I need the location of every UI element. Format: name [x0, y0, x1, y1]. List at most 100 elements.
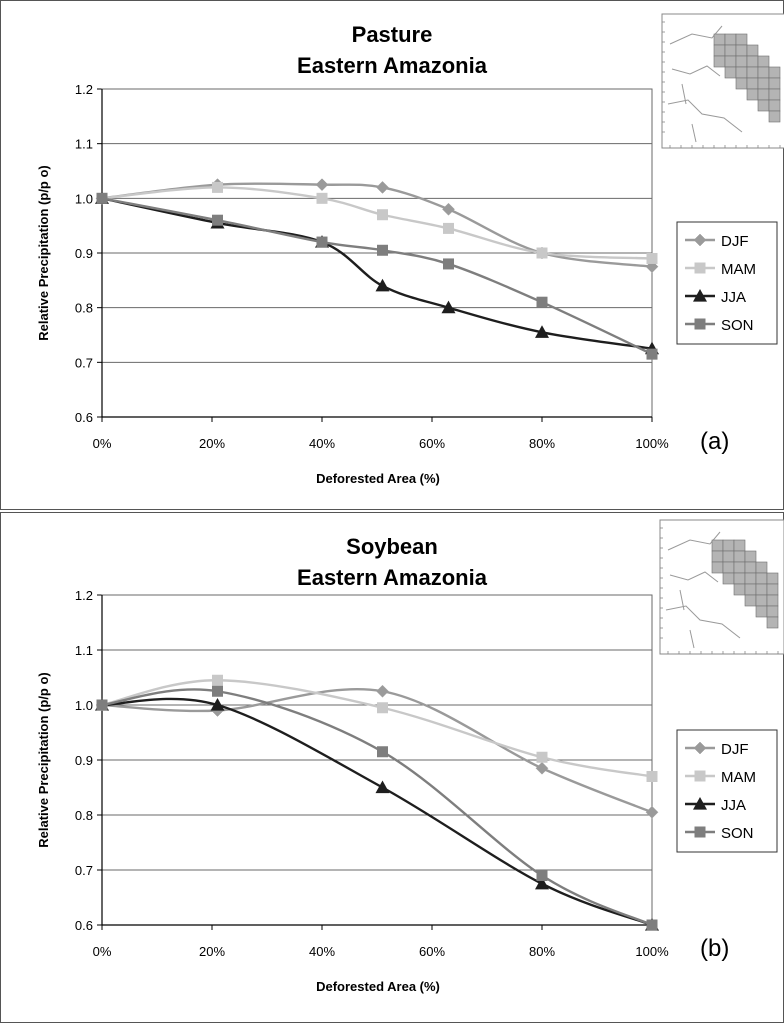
map-deforested-cell	[711, 550, 724, 563]
map-deforested-cell	[724, 44, 737, 57]
data-point-jja	[375, 780, 390, 794]
map-deforested-cell	[755, 605, 768, 618]
chart-title: Soybean	[346, 534, 438, 559]
map-deforested-cell	[746, 77, 759, 90]
data-point-djf	[645, 805, 659, 819]
map-deforested-cell	[733, 561, 746, 574]
data-point-son	[646, 919, 658, 931]
data-point-son	[316, 236, 328, 248]
x-tick-label: 60%	[419, 944, 445, 959]
map-deforested-cell	[733, 572, 746, 585]
data-point-jja	[375, 278, 390, 292]
map-deforested-cell	[722, 539, 735, 552]
map-deforested-cell	[757, 55, 770, 68]
x-tick-label: 100%	[635, 436, 669, 451]
map-border-line	[669, 25, 723, 45]
map-deforested-cell	[768, 77, 781, 90]
legend-label-jja: JJA	[721, 289, 746, 306]
x-tick-label: 0%	[93, 436, 112, 451]
map-border-line	[681, 83, 687, 105]
legend-label-djf: DJF	[721, 741, 749, 758]
legend-marker-jja	[693, 797, 707, 810]
data-point-mam	[646, 771, 658, 782]
y-tick-label: 0.9	[75, 753, 93, 768]
map-deforested-cell	[766, 594, 779, 607]
map-border-line	[691, 123, 697, 143]
map-deforested-cell	[711, 539, 724, 552]
data-point-mam	[443, 222, 454, 234]
x-tick-label: 100%	[635, 944, 669, 959]
x-tick-label: 40%	[309, 436, 335, 451]
y-tick-label: 0.7	[75, 355, 93, 370]
legend-marker-son	[694, 826, 706, 838]
legend-marker-son	[694, 318, 706, 330]
panel-label: (b)	[700, 935, 729, 962]
map-deforested-cell	[735, 77, 748, 90]
data-point-son	[377, 244, 388, 256]
legend-label-djf: DJF	[721, 233, 749, 250]
data-point-mam	[316, 192, 328, 204]
data-point-son	[96, 192, 108, 204]
y-axis-label: Relative Precipitation (p/p o)	[36, 672, 51, 848]
chart-panel-a: Pasture Eastern Amazonia 0.6 0.7 0.8 0.9 1.0 1.…	[0, 0, 784, 510]
x-tick-label: 20%	[199, 436, 225, 451]
data-point-son	[212, 214, 223, 226]
data-point-son	[646, 348, 658, 360]
map-deforested-cell	[755, 583, 768, 596]
map-deforested-cell	[768, 110, 781, 123]
map-deforested-cell	[711, 561, 724, 574]
map-deforested-cell	[733, 583, 746, 596]
data-point-jja	[441, 300, 456, 314]
map-border-line	[671, 65, 721, 77]
legend-marker-djf	[693, 233, 707, 247]
map-deforested-cell	[713, 44, 726, 57]
map-deforested-cell	[744, 594, 757, 607]
map-deforested-cell	[733, 539, 746, 552]
x-tick-label: 40%	[309, 944, 335, 959]
panel-frame	[0, 512, 784, 1023]
data-point-son	[96, 699, 108, 711]
data-point-jja	[535, 876, 549, 890]
map-deforested-cell	[735, 55, 748, 68]
data-point-mam	[212, 181, 223, 193]
data-point-mam	[377, 209, 388, 221]
y-tick-label: 1.0	[75, 191, 93, 206]
map-deforested-cell	[724, 55, 737, 68]
x-axis-label: Deforested Area (%)	[316, 979, 440, 994]
map-border-line	[667, 99, 743, 133]
map-deforested-cell	[735, 33, 748, 46]
map-deforested-cell	[766, 616, 779, 629]
legend-label-son: SON	[721, 317, 754, 334]
data-point-djf	[315, 178, 329, 192]
map-deforested-cell	[713, 33, 726, 46]
data-point-mam	[212, 674, 223, 686]
data-point-mam	[646, 252, 658, 264]
legend-label-mam: MAM	[721, 769, 756, 786]
data-point-djf	[535, 761, 549, 775]
map-deforested-cell	[768, 99, 781, 112]
panel-label: (a)	[700, 428, 729, 455]
map-deforested-cell	[746, 66, 759, 79]
legend-label-jja: JJA	[721, 797, 746, 814]
map-border-line	[667, 531, 721, 551]
x-tick-label: 0%	[93, 944, 112, 959]
map-deforested-cell	[757, 99, 770, 112]
map-deforested-cell	[744, 583, 757, 596]
map-border-line	[679, 589, 685, 611]
data-point-djf	[442, 202, 455, 216]
map-border-line	[689, 629, 695, 649]
y-tick-label: 1.1	[75, 643, 93, 658]
y-tick-label: 1.0	[75, 698, 93, 713]
legend-label-mam: MAM	[721, 261, 756, 278]
chart-panel-b: Soybean Eastern Amazonia 0.6 0.7 0.8 0.9 1.0 1.…	[0, 512, 784, 1023]
map-deforested-cell	[722, 572, 735, 585]
map-deforested-cell	[766, 583, 779, 596]
y-axis-label: Relative Precipitation (p/p o)	[36, 165, 51, 341]
y-tick-label: 0.8	[75, 808, 93, 823]
map-deforested-cell	[755, 572, 768, 585]
x-tick-label: 80%	[529, 436, 555, 451]
map-deforested-cell	[722, 550, 735, 563]
x-tick-label: 80%	[529, 944, 555, 959]
map-deforested-cell	[724, 66, 737, 79]
y-tick-label: 0.6	[75, 918, 93, 933]
